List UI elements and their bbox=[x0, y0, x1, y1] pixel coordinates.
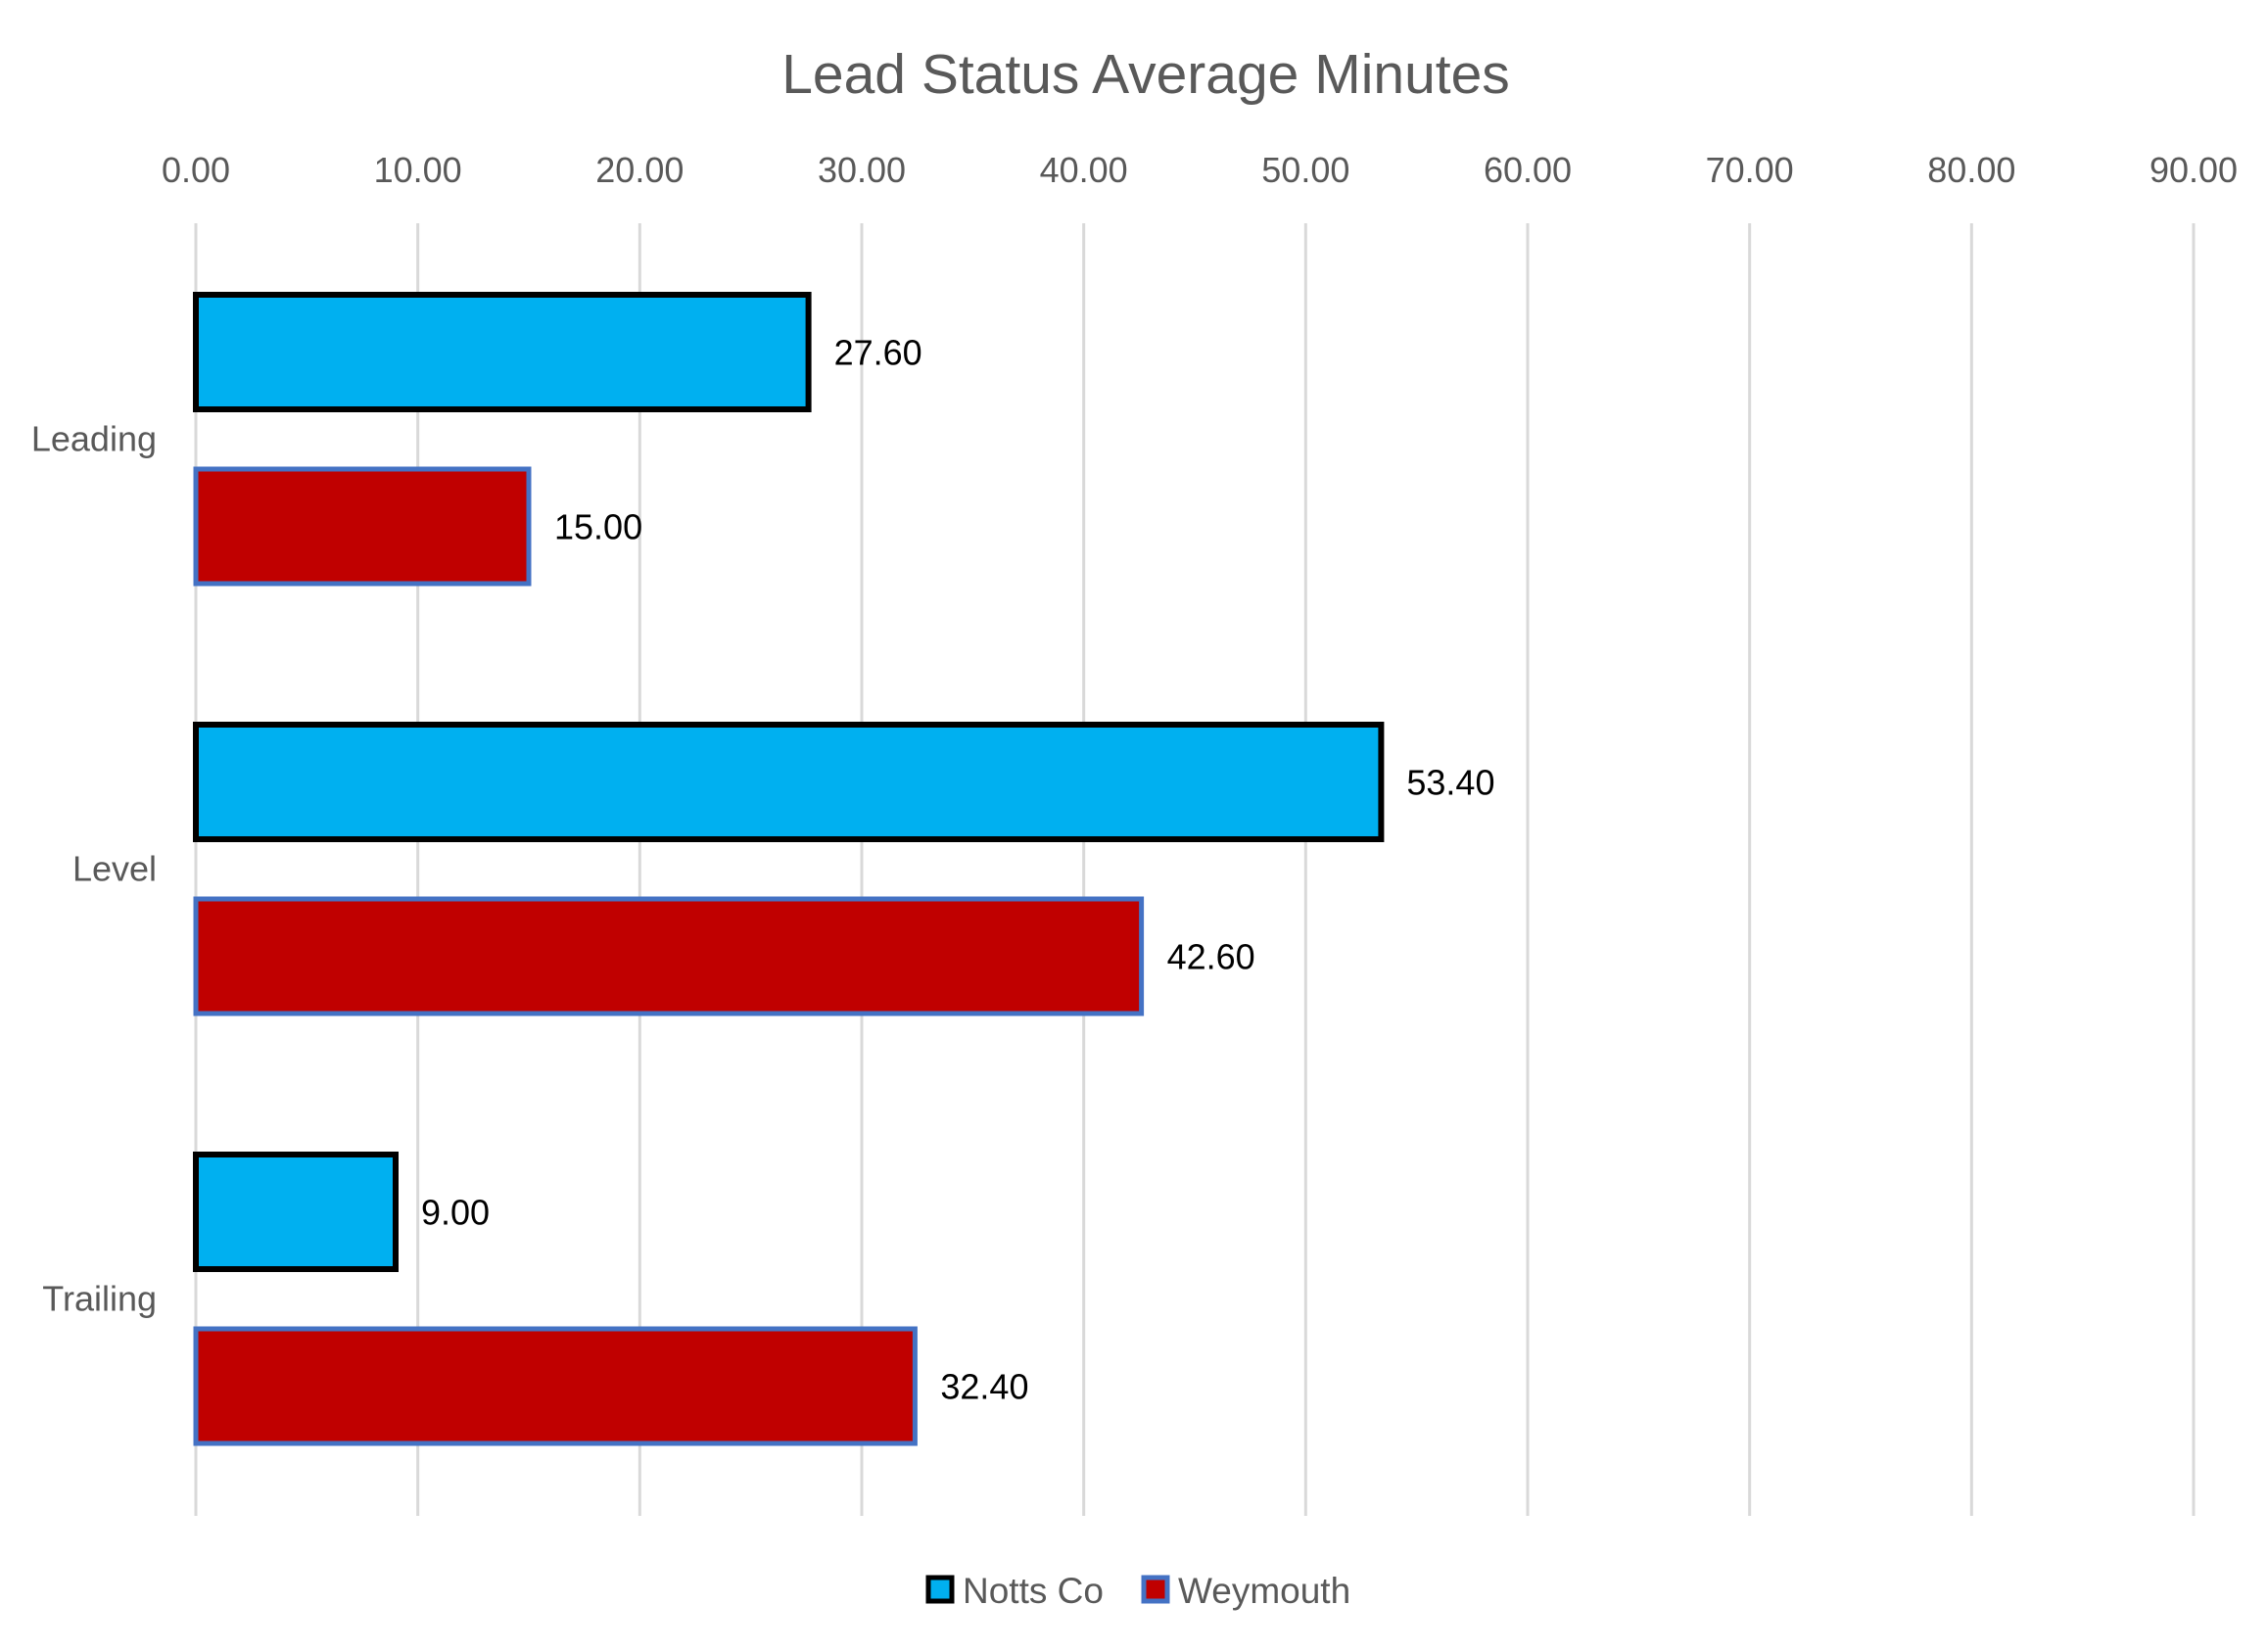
data-labels: 27.60 53.40 9.00 15.00 42.60 32.40 bbox=[421, 333, 1494, 1407]
x-tick-label: 30.00 bbox=[818, 150, 906, 190]
category-label: Leading bbox=[31, 419, 157, 459]
gridlines bbox=[194, 223, 2196, 1516]
category-label: Trailing bbox=[42, 1279, 157, 1319]
x-tick-label: 10.00 bbox=[374, 150, 462, 190]
category-labels: Leading Level Trailing bbox=[31, 419, 157, 1319]
x-tick-label: 70.00 bbox=[1706, 150, 1794, 190]
bar-notts-co bbox=[193, 292, 812, 412]
category-label: Level bbox=[72, 849, 157, 889]
data-label: 9.00 bbox=[421, 1193, 490, 1233]
data-label: 15.00 bbox=[554, 507, 642, 547]
legend: Notts Co Weymouth bbox=[925, 1571, 1350, 1611]
legend-swatch-weymouth bbox=[1141, 1575, 1170, 1604]
legend-label: Notts Co bbox=[963, 1571, 1104, 1611]
x-tick-label: 90.00 bbox=[2149, 150, 2238, 190]
bar-notts-co bbox=[193, 722, 1385, 842]
data-label: 32.40 bbox=[940, 1367, 1028, 1407]
data-label: 53.40 bbox=[1406, 763, 1494, 803]
x-tick-label: 80.00 bbox=[1927, 150, 2015, 190]
bar-weymouth bbox=[193, 896, 1145, 1016]
legend-swatch-notts-co bbox=[925, 1575, 955, 1604]
x-tick-label: 40.00 bbox=[1040, 150, 1128, 190]
bar-weymouth bbox=[193, 1326, 918, 1446]
data-label: 27.60 bbox=[834, 333, 922, 373]
chart-title: Lead Status Average Minutes bbox=[781, 43, 1510, 106]
x-tick-label: 50.00 bbox=[1261, 150, 1349, 190]
bar-notts-co bbox=[193, 1152, 399, 1272]
bars bbox=[193, 292, 1385, 1446]
bar-weymouth bbox=[193, 466, 532, 587]
x-tick-label: 60.00 bbox=[1484, 150, 1572, 190]
x-tick-label: 0.00 bbox=[162, 150, 230, 190]
x-tick-label: 20.00 bbox=[595, 150, 684, 190]
x-axis-ticks: 0.00 10.00 20.00 30.00 40.00 50.00 60.00 70.00 8… bbox=[162, 150, 2238, 190]
data-label: 42.60 bbox=[1167, 937, 1255, 977]
legend-label: Weymouth bbox=[1178, 1571, 1350, 1611]
